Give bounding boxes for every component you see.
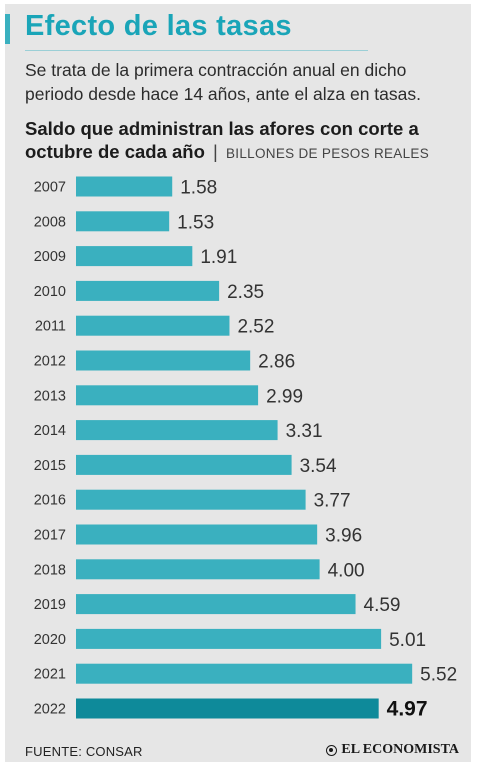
category-label: 2010 — [34, 284, 66, 300]
category-label: 2011 — [35, 319, 66, 335]
bar — [76, 594, 356, 615]
category-label: 2015 — [34, 458, 66, 474]
bar — [76, 176, 173, 197]
title-divider — [25, 50, 368, 51]
value-label: 4.59 — [364, 595, 401, 616]
bar — [76, 663, 413, 684]
value-label: 1.91 — [200, 247, 237, 268]
value-label: 5.01 — [389, 630, 426, 651]
value-label: 4.00 — [328, 560, 365, 581]
category-label: 2007 — [34, 180, 66, 196]
value-label: 5.52 — [420, 665, 457, 686]
bar — [76, 350, 251, 371]
page-title: Efecto de las tasas — [25, 10, 292, 42]
category-label: 2017 — [34, 528, 66, 544]
bar — [76, 315, 230, 336]
bar — [76, 524, 318, 545]
chart-title-separator: | — [213, 141, 218, 162]
bar — [76, 454, 292, 475]
globe-icon — [326, 744, 338, 756]
value-label: 2.35 — [227, 282, 264, 303]
bar — [76, 246, 193, 267]
value-label: 3.96 — [325, 526, 362, 547]
bar — [76, 385, 259, 406]
category-label: 2019 — [34, 597, 66, 613]
category-label: 2014 — [34, 423, 66, 439]
brand-logo: EL ECONOMISTA — [326, 742, 459, 758]
category-label: 2009 — [34, 249, 66, 265]
title-accent-bar — [5, 14, 10, 44]
value-label: 4.97 — [387, 698, 428, 721]
bar — [76, 628, 382, 649]
value-label: 1.53 — [177, 212, 214, 233]
value-label: 3.31 — [286, 421, 323, 442]
source-note: FUENTE: CONSAR — [25, 744, 143, 759]
value-label: 2.86 — [258, 352, 295, 373]
chart-unit-label: BILLONES DE PESOS REALES — [226, 146, 430, 161]
chart-heading: Saldo que administran las afores con cor… — [25, 117, 465, 165]
value-label: 3.54 — [300, 456, 337, 477]
value-label: 2.52 — [237, 317, 274, 338]
category-label: 2022 — [34, 702, 66, 718]
bar — [76, 211, 170, 232]
category-label: 2021 — [34, 667, 66, 683]
value-label: 3.77 — [314, 491, 351, 512]
value-label: 1.58 — [180, 178, 217, 199]
brand-name: EL ECONOMISTA — [341, 742, 459, 757]
category-label: 2013 — [34, 388, 66, 404]
category-label: 2018 — [34, 562, 66, 578]
bar — [76, 420, 278, 441]
bar — [76, 698, 379, 719]
category-label: 2020 — [34, 632, 66, 648]
category-label: 2008 — [34, 214, 66, 230]
category-label: 2016 — [34, 493, 66, 509]
bar — [76, 559, 320, 580]
subtitle: Se trata de la primera contracción anual… — [25, 60, 421, 104]
value-label: 2.99 — [266, 386, 303, 407]
bar — [76, 280, 220, 301]
chart-title: Saldo que administran las afores con cor… — [25, 118, 419, 162]
bar — [76, 489, 306, 510]
category-label: 2012 — [34, 354, 66, 370]
